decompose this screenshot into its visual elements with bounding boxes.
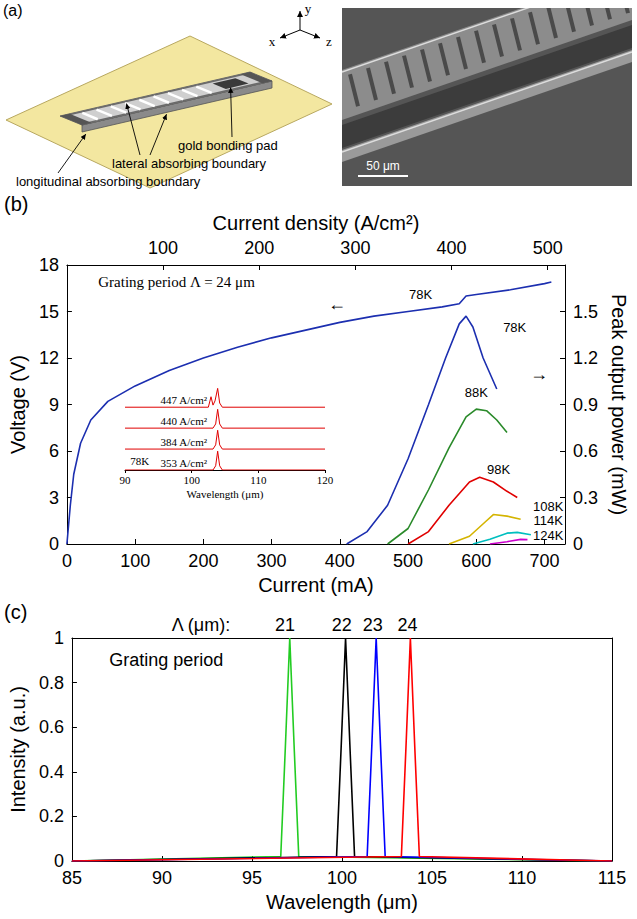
svg-text:85: 85	[62, 868, 82, 888]
svg-text:0.6: 0.6	[39, 717, 64, 737]
svg-text:124K: 124K	[533, 528, 564, 543]
svg-text:600: 600	[461, 551, 491, 571]
svg-text:200: 200	[244, 238, 274, 258]
svg-text:100: 100	[327, 868, 357, 888]
svg-text:105: 105	[417, 868, 447, 888]
svg-text:(b): (b)	[4, 193, 28, 215]
svg-text:78K: 78K	[130, 455, 149, 467]
svg-text:0: 0	[573, 534, 583, 554]
svg-text:0.8: 0.8	[39, 673, 64, 693]
svg-text:Wavelength (μm): Wavelength (μm)	[266, 891, 418, 913]
svg-text:0.9: 0.9	[573, 395, 598, 415]
svg-text:18: 18	[39, 255, 59, 275]
svg-text:110: 110	[508, 868, 537, 888]
svg-text:115: 115	[598, 868, 627, 888]
svg-text:500: 500	[393, 551, 423, 571]
svg-text:24: 24	[397, 615, 417, 635]
svg-text:95: 95	[242, 868, 262, 888]
svg-text:98K: 98K	[487, 462, 510, 477]
svg-text:Current density (A/cm²): Current density (A/cm²)	[213, 212, 420, 234]
svg-text:384 A/cm²: 384 A/cm²	[161, 436, 208, 448]
svg-text:y: y	[305, 1, 312, 16]
svg-text:78K: 78K	[503, 320, 526, 335]
svg-text:1.2: 1.2	[573, 348, 598, 368]
svg-text:88K: 88K	[465, 385, 488, 400]
svg-text:1: 1	[54, 628, 64, 648]
svg-text:Peak output power (mW): Peak output power (mW)	[608, 294, 630, 515]
svg-text:z: z	[326, 34, 332, 49]
svg-text:12: 12	[39, 348, 59, 368]
svg-text:100: 100	[120, 551, 150, 571]
svg-text:108K: 108K	[533, 499, 564, 514]
svg-text:Wavelength (μm): Wavelength (μm)	[187, 488, 264, 501]
svg-text:353 A/cm²: 353 A/cm²	[161, 457, 208, 469]
svg-text:90: 90	[152, 868, 172, 888]
svg-text:447 A/cm²: 447 A/cm²	[161, 394, 208, 406]
svg-text:120: 120	[317, 474, 334, 486]
svg-text:Current (mA): Current (mA)	[258, 574, 374, 596]
svg-text:78K: 78K	[409, 287, 432, 302]
svg-text:lateral absorbing boundary: lateral absorbing boundary	[112, 156, 266, 171]
svg-text:Λ (μm):: Λ (μm):	[172, 615, 230, 635]
svg-text:←: ←	[328, 294, 346, 314]
svg-text:90: 90	[120, 474, 132, 486]
svg-text:0.4: 0.4	[39, 762, 64, 782]
svg-text:gold bonding pad: gold bonding pad	[178, 138, 278, 153]
svg-text:440 A/cm²: 440 A/cm²	[161, 415, 208, 427]
svg-text:longitudinal absorbing boundar: longitudinal absorbing boundary	[16, 174, 201, 189]
svg-text:Voltage (V): Voltage (V)	[7, 355, 29, 454]
svg-text:100: 100	[148, 238, 178, 258]
svg-text:0: 0	[49, 534, 59, 554]
svg-text:300: 300	[257, 551, 287, 571]
svg-text:22: 22	[332, 615, 352, 635]
svg-text:100: 100	[183, 474, 200, 486]
svg-text:6: 6	[49, 441, 59, 461]
svg-text:400: 400	[325, 551, 355, 571]
svg-text:23: 23	[363, 615, 383, 635]
svg-text:50 μm: 50 μm	[366, 159, 400, 173]
svg-text:(c): (c)	[4, 601, 27, 623]
svg-text:9: 9	[49, 395, 59, 415]
svg-text:Grating period: Grating period	[109, 650, 223, 670]
svg-text:0.2: 0.2	[39, 806, 64, 826]
svg-text:300: 300	[340, 238, 370, 258]
svg-text:Intensity (a.u.): Intensity (a.u.)	[7, 686, 29, 813]
svg-text:3: 3	[49, 488, 59, 508]
svg-text:200: 200	[188, 551, 218, 571]
svg-text:0: 0	[62, 551, 72, 571]
svg-text:700: 700	[530, 551, 560, 571]
svg-text:400: 400	[437, 238, 467, 258]
svg-text:0.6: 0.6	[573, 441, 598, 461]
svg-text:→: →	[530, 364, 548, 384]
svg-text:21: 21	[275, 615, 295, 635]
svg-text:x: x	[269, 34, 276, 49]
svg-text:Grating period Λ = 24 μm: Grating period Λ = 24 μm	[98, 274, 255, 290]
svg-text:0: 0	[53, 851, 64, 871]
svg-text:110: 110	[250, 474, 267, 486]
svg-text:(a): (a)	[3, 2, 23, 19]
svg-text:0.3: 0.3	[573, 488, 598, 508]
svg-text:1.5: 1.5	[573, 302, 598, 322]
svg-text:500: 500	[533, 238, 563, 258]
svg-text:114K: 114K	[533, 513, 563, 528]
svg-text:15: 15	[39, 302, 59, 322]
